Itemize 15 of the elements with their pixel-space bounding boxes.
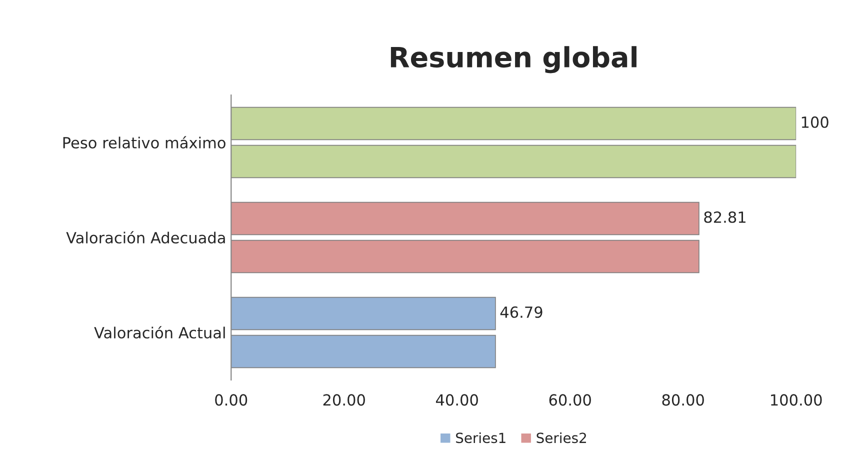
- y-tick-label: Peso relativo máximo: [63, 136, 226, 149]
- legend-label: Series1: [456, 432, 506, 444]
- x-tick-label: 80.00: [662, 394, 704, 406]
- x-tick-label: 100.00: [771, 394, 822, 406]
- data-label: 46.79: [500, 306, 542, 318]
- x-tick-label: 0.00: [215, 394, 248, 406]
- x-tick-label: 60.00: [549, 394, 591, 406]
- y-tick-label: Valoración Actual: [94, 326, 225, 339]
- x-tick-label: 20.00: [323, 394, 365, 406]
- data-label: 82.81: [704, 211, 746, 223]
- x-tick-label: 40.00: [436, 394, 478, 406]
- y-tick-label: Valoración Adecuada: [66, 231, 225, 244]
- legend-label: Series2: [536, 432, 586, 444]
- data-label: 100: [802, 116, 828, 128]
- chart-title: Resumen global: [390, 46, 636, 74]
